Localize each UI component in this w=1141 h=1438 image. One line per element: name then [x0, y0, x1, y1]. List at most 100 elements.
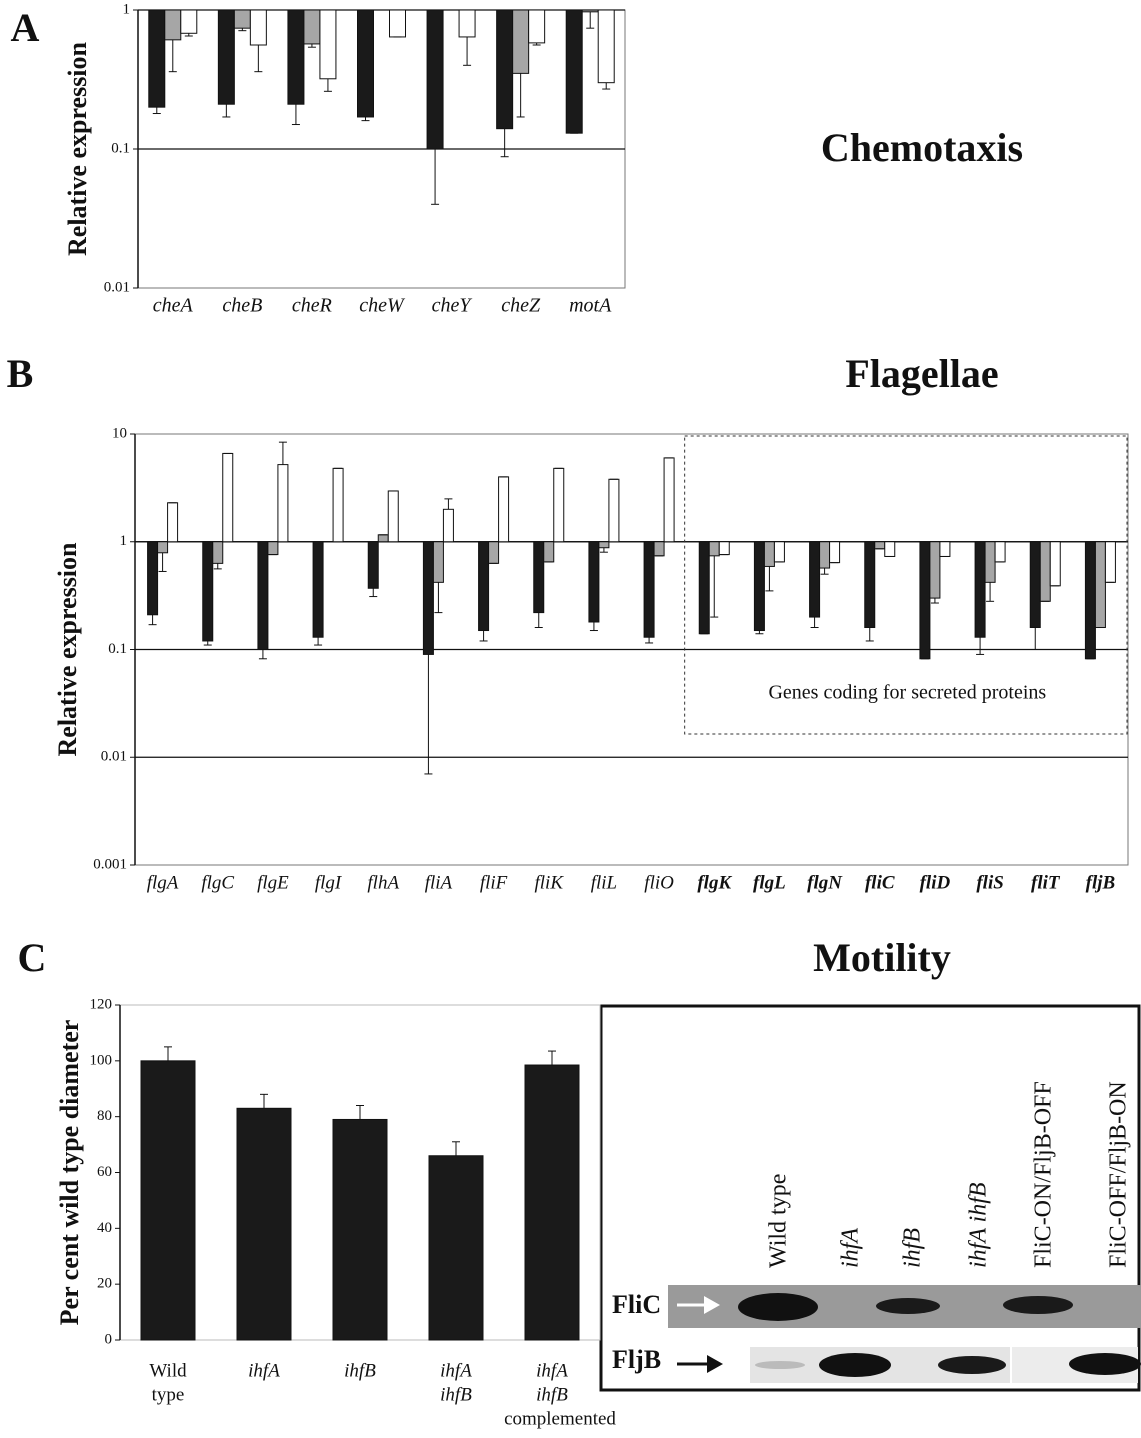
bar [1105, 542, 1115, 583]
bar [830, 542, 840, 563]
blot-band [738, 1293, 818, 1321]
y-axis-label: Per cent wild type diameter [55, 1020, 84, 1326]
x-tick-label: cheR [292, 295, 332, 317]
bar [985, 542, 995, 583]
x-tick-label: cheW [359, 295, 406, 317]
bar [433, 542, 443, 583]
bar [810, 542, 820, 617]
bar [709, 542, 719, 556]
x-tick-label: cheB [222, 295, 262, 317]
bar [333, 1119, 387, 1340]
chart-title: Flagellae [845, 351, 998, 396]
lane-label: ihfA ihfB [966, 1182, 992, 1268]
bar [1040, 542, 1050, 602]
lane-label: FliC-OFF/FljB-ON [1106, 1081, 1132, 1268]
x-tick-label: motA [569, 295, 612, 317]
x-tick-label: fliT [1031, 872, 1061, 893]
bar [609, 479, 619, 541]
bar [288, 10, 304, 104]
bar [313, 542, 323, 637]
bar [427, 10, 443, 149]
bar [525, 1065, 579, 1340]
y-tick-label: 100 [90, 1052, 113, 1068]
bar [149, 10, 165, 107]
bar [234, 10, 250, 28]
bar [165, 10, 181, 40]
bar [459, 10, 475, 37]
x-tick-label: ihfA [440, 1360, 472, 1381]
y-tick-label: 1 [123, 1, 131, 17]
bar [599, 542, 609, 548]
bar [930, 542, 940, 598]
lane-label: Wild type [766, 1174, 792, 1268]
bar [920, 542, 930, 659]
bar [213, 542, 223, 564]
x-tick-label: complemented [504, 1408, 616, 1429]
panel-letter: A [11, 5, 40, 50]
y-tick-label: 0.001 [93, 856, 127, 872]
bar [529, 10, 545, 43]
bar [995, 542, 1005, 562]
x-tick-label: flgI [315, 872, 343, 893]
bar [258, 542, 268, 650]
bar [237, 1108, 291, 1340]
blot-band [755, 1361, 805, 1369]
bar [664, 458, 674, 542]
y-tick-label: 60 [97, 1164, 112, 1180]
lane-label: ihfB [900, 1228, 926, 1268]
blot-band [938, 1356, 1006, 1374]
annotation: Genes coding for secreted proteins [768, 682, 1046, 704]
bar [203, 542, 213, 641]
x-tick-label: fliK [534, 872, 564, 893]
x-tick-label: flgC [201, 872, 234, 893]
bar [358, 10, 374, 117]
bar [764, 542, 774, 567]
bar [499, 477, 509, 542]
x-tick-label: cheZ [501, 295, 541, 317]
panel-letter: C [18, 935, 47, 980]
bar [598, 10, 614, 83]
y-tick-label: 0.1 [111, 140, 130, 156]
y-tick-label: 1 [120, 533, 128, 549]
bar [168, 503, 178, 542]
x-tick-label: fliS [976, 872, 1003, 893]
x-tick-label: fliD [920, 872, 951, 893]
bar [1095, 542, 1105, 628]
bar [975, 542, 985, 637]
y-tick-label: 80 [97, 1108, 112, 1124]
bar [534, 542, 544, 613]
bar [223, 453, 233, 541]
y-tick-label: 0.01 [104, 279, 130, 295]
bar [754, 542, 764, 631]
bar [719, 542, 729, 555]
bar [148, 542, 158, 615]
bar [644, 542, 654, 637]
blot-band [819, 1353, 891, 1377]
x-tick-label: cheY [432, 295, 473, 317]
x-tick-label: cheA [153, 295, 194, 317]
bar [582, 10, 598, 12]
bar [774, 542, 784, 562]
y-axis-label: Relative expression [63, 41, 92, 256]
bar [268, 542, 278, 555]
bar [1085, 542, 1095, 659]
x-tick-label: Wild [149, 1360, 187, 1381]
blot-row-label: FliC [612, 1290, 661, 1319]
y-tick-label: 0 [105, 1331, 113, 1347]
bar [1050, 542, 1060, 586]
bar [940, 542, 950, 557]
bar [378, 535, 388, 542]
bar [654, 542, 664, 556]
x-tick-label: flgL [753, 872, 786, 893]
bar [390, 10, 406, 37]
panel-letter: B [7, 351, 34, 396]
bar [513, 10, 529, 73]
x-tick-label: fliF [480, 872, 508, 893]
y-tick-label: 0.1 [108, 641, 127, 657]
x-tick-label: ihfA [536, 1360, 568, 1381]
y-tick-label: 0.01 [101, 749, 127, 765]
bar [333, 468, 343, 541]
bar [304, 10, 320, 44]
x-tick-label: ihfB [344, 1360, 376, 1381]
y-tick-label: 10 [112, 425, 127, 441]
